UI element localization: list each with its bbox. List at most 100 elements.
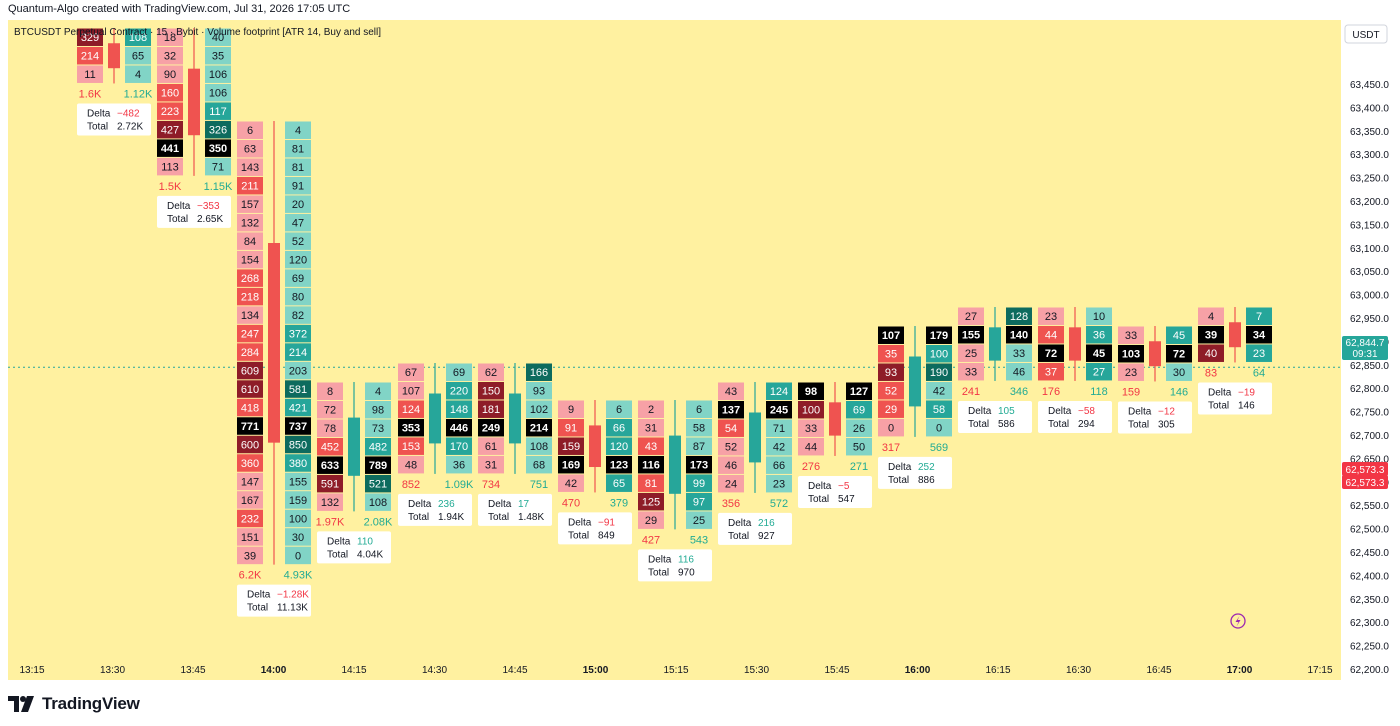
y-tick-label: 63,350.0 — [1350, 127, 1389, 138]
sell-volume-value: 23 — [1125, 367, 1137, 379]
total-label: Total — [87, 121, 108, 132]
buy-volume-value: 159 — [289, 495, 307, 507]
chart-legend[interactable]: BTCUSDT Perpetual Contract · 15 · Bybit … — [14, 27, 381, 38]
footprint-candle[interactable]: 98 127 100 69 33 26 44 50 276 271 Delta −5 Total 547 — [798, 382, 872, 508]
buy-volume-value: 36 — [1093, 330, 1105, 342]
price-labels: USDT 62,844.7 09:31 62,573.3 62,573.3 — [1342, 24, 1388, 489]
sell-volume-value: 62 — [485, 367, 497, 379]
footprint-candle[interactable]: 18 40 32 35 90 106 160 106 223 117 427 326 441 350 113… — [157, 28, 233, 228]
x-axis: 13:15 13:30 13:45 14:00 14:15 14:30 14:45 15:00… — [19, 665, 1332, 676]
delta-label: Delta — [1048, 406, 1072, 417]
time-axis[interactable] — [8, 658, 1341, 680]
currency-button[interactable] — [1344, 24, 1388, 44]
buy-volume-cell — [365, 419, 391, 437]
delta-value: −5 — [838, 481, 850, 492]
y-tick-label: 62,950.0 — [1350, 314, 1389, 325]
buy-volume-value: 35 — [212, 51, 224, 63]
footprint-candle[interactable]: 23 10 44 36 72 45 37 27 176 118 Delta −58 Total 294 — [1038, 307, 1112, 433]
footprint-candle[interactable]: 62 166 150 93 181 102 249 214 61 108 31 68 734 751 Del… — [478, 363, 552, 526]
tradingview-logo[interactable]: TradingView — [8, 694, 140, 714]
footprint-candle[interactable]: 2 6 31 58 43 87 116 173 81 99 125 97 29 25 427 543 Delta… — [638, 400, 712, 582]
price-marker-badge-2 — [1342, 475, 1388, 489]
buy-volume-cell — [846, 419, 872, 437]
delta-value: 17 — [518, 499, 530, 510]
buy-volume-cell — [205, 102, 231, 120]
buy-volume-cell — [205, 83, 231, 102]
buy-volume-value: 82 — [292, 310, 304, 322]
sell-volume-cell — [237, 324, 263, 343]
total-value: 927 — [758, 531, 775, 542]
total-label: Total — [648, 567, 669, 578]
sell-volume-value: 610 — [241, 384, 259, 396]
buy-volume-value: 40 — [212, 32, 224, 44]
sell-volume-value: 29 — [645, 515, 657, 527]
footprint-candle[interactable]: 67 69 107 220 124 148 353 446 153 170 48 36 852 1.09K… — [398, 363, 474, 526]
currency-label: USDT — [1352, 30, 1379, 41]
sell-volume-cell — [237, 213, 263, 232]
footprint-candle[interactable]: 107 179 35 100 93 190 52 42 29 58 0 0 317 569 Delta 252… — [878, 326, 952, 489]
buy-volume-value: 100 — [930, 349, 948, 361]
buy-total: 346 — [1010, 386, 1028, 398]
delta-label: Delta — [408, 499, 432, 510]
buy-volume-value: 80 — [292, 292, 304, 304]
buy-volume-value: 58 — [693, 423, 705, 435]
candle-body — [909, 356, 921, 407]
lightning-button[interactable] — [1230, 613, 1246, 629]
buy-volume-cell — [285, 250, 311, 269]
delta-value: −58 — [1078, 406, 1095, 417]
buy-volume-value: 71 — [773, 423, 785, 435]
footprint-candle[interactable]: 9 6 91 66 159 120 169 123 42 65 470 379 Delta −91 Tota… — [558, 400, 632, 545]
buy-volume-value: 46 — [1013, 367, 1025, 379]
total-label: Total — [1208, 400, 1229, 411]
sell-volume-value: 91 — [565, 423, 577, 435]
buy-volume-cell — [606, 474, 632, 492]
sell-volume-value: 46 — [725, 460, 737, 472]
sell-volume-value: 113 — [161, 162, 179, 174]
price-marker-text-1: 62,573.3 — [1346, 465, 1385, 476]
delta-value: 236 — [438, 499, 455, 510]
sell-volume-cell — [558, 437, 584, 455]
sell-volume-value: 39 — [1205, 330, 1217, 342]
buy-volume-value: 30 — [1173, 367, 1185, 379]
delta-label: Delta — [728, 518, 752, 529]
delta-value: −353 — [197, 201, 220, 212]
sell-total: 317 — [882, 442, 900, 454]
buy-volume-value: 36 — [453, 460, 465, 472]
footprint-candle[interactable]: 27 128 155 140 25 33 33 46 241 346 Delta 105 Total 58… — [958, 307, 1032, 433]
x-tick-label: 16:15 — [985, 665, 1010, 676]
sell-volume-cell — [77, 46, 103, 65]
sell-volume-cell — [798, 400, 824, 419]
sell-volume-value: 35 — [885, 349, 897, 361]
sell-total: 83 — [1205, 367, 1217, 379]
buy-volume-cell — [926, 418, 952, 437]
footprint-candle[interactable]: 8 4 72 98 78 73 452 482 633 789 591 521 132 108 1.97K 2… — [316, 382, 393, 564]
footprint-candle[interactable]: 6 4 63 81 143 81 211 91 157 20 132 47 84 52 154 120 268 6… — [237, 121, 313, 617]
candle-body — [749, 412, 761, 463]
footprint-candle[interactable]: 4 7 39 34 40 23 83 64 Delta −19 Total 146 — [1198, 307, 1272, 415]
x-tick-label: 16:00 — [905, 665, 931, 676]
buy-volume-value: 45 — [1173, 330, 1185, 342]
footprint-candle[interactable]: 33 45 103 72 23 30 159 146 Delta −12 Total 305 — [1118, 326, 1192, 434]
buy-volume-cell — [285, 380, 311, 398]
price-marker-text-2: 62,573.3 — [1346, 478, 1385, 489]
sell-volume-cell — [878, 418, 904, 437]
buy-volume-value: 10 — [1093, 311, 1105, 323]
x-tick-label: 16:45 — [1146, 665, 1171, 676]
sell-volume-cell — [157, 46, 183, 65]
buy-volume-value: 326 — [209, 125, 227, 137]
sell-volume-cell — [237, 195, 263, 213]
sell-volume-cell — [317, 493, 343, 511]
buy-volume-cell — [526, 437, 552, 455]
sell-volume-cell — [237, 250, 263, 269]
y-tick-label: 62,500.0 — [1350, 525, 1389, 536]
sell-volume-cell — [718, 437, 744, 456]
sell-volume-cell — [237, 472, 263, 491]
sell-volume-cell — [237, 176, 263, 195]
buy-total: 118 — [1090, 386, 1108, 398]
sell-volume-value: 155 — [962, 330, 980, 342]
sell-volume-value: 169 — [562, 460, 580, 472]
footprint-candle[interactable]: 43 124 137 245 54 71 52 42 46 66 24 23 356 572 Delta 21… — [718, 382, 792, 545]
buy-volume-cell — [446, 437, 472, 455]
footprint-candle[interactable]: 329 108 214 65 11 4 1.6K 1.12K Delta −482 Total 2.7… — [77, 28, 153, 136]
